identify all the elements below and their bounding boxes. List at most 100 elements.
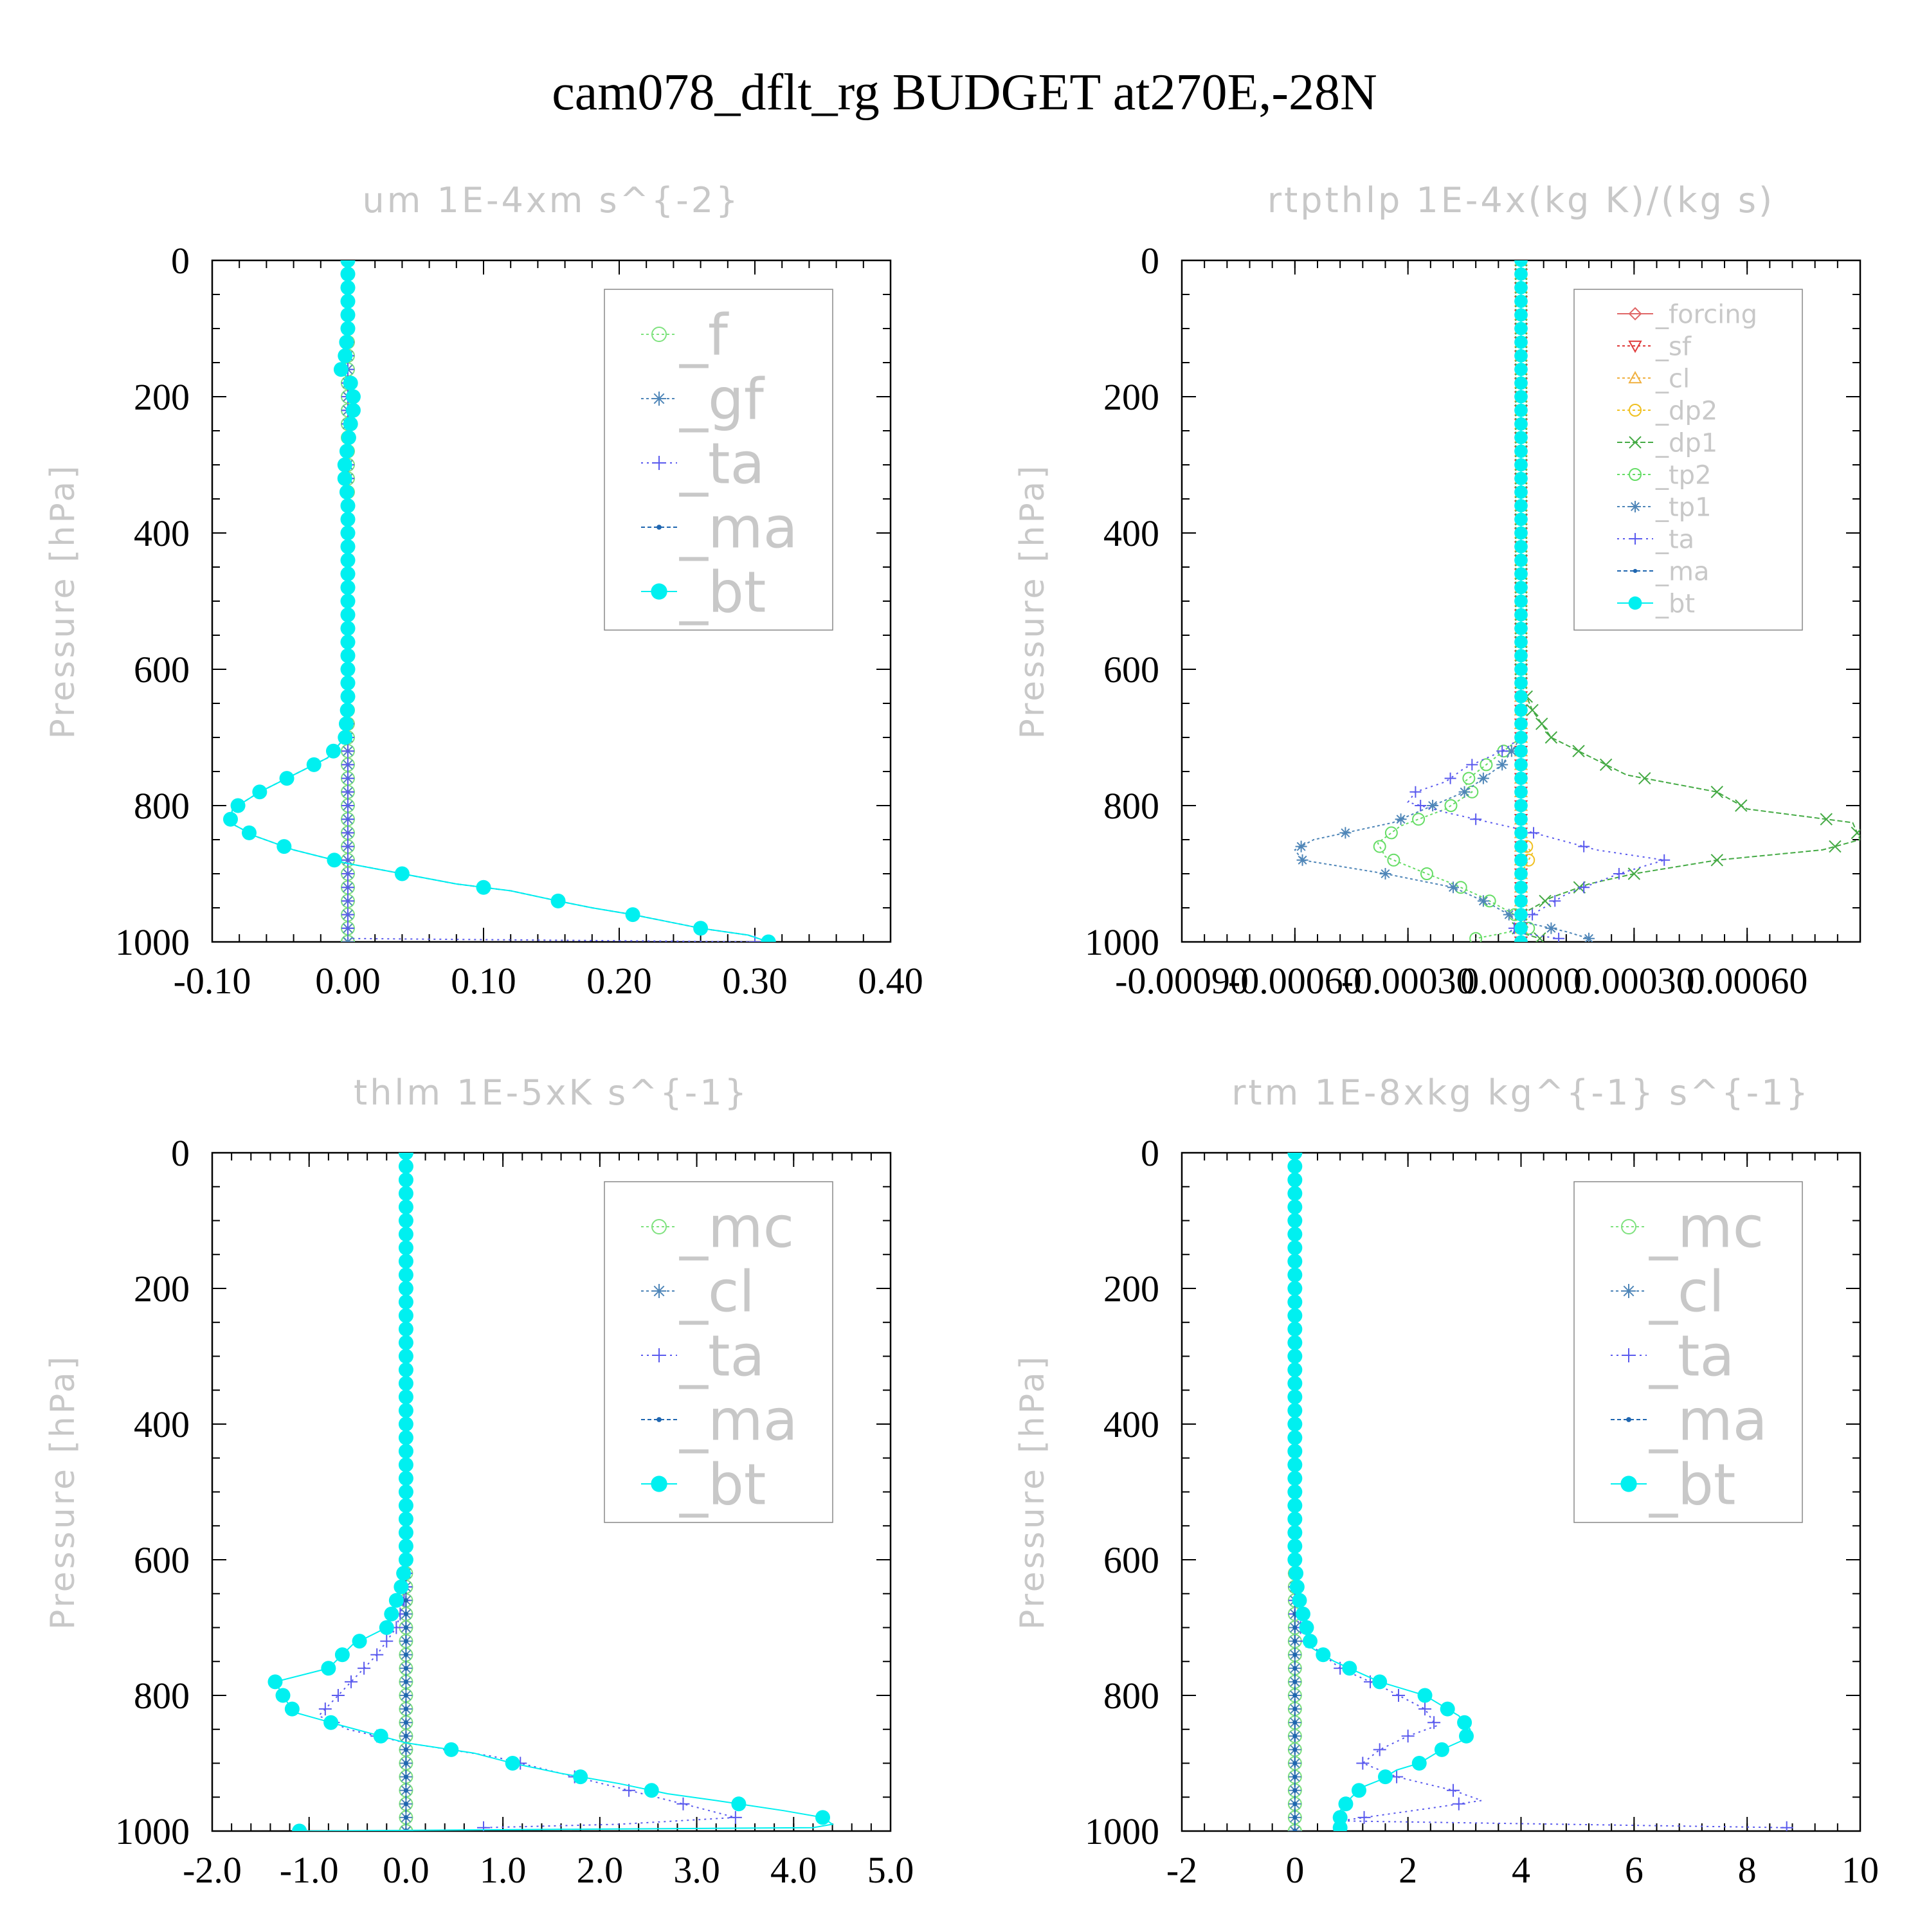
legend-label: _gf	[679, 366, 765, 433]
series-marker-tp2	[1384, 826, 1398, 840]
chart-panel-3: thlm 1E-5xK s^{-1} Pressure [hPa] -2.0 -1.0…	[44, 1072, 914, 1891]
y-axis-label: Pressure [hPa]	[44, 464, 82, 739]
series-marker-bt	[1287, 1199, 1303, 1214]
x-tick-label: -2.0	[183, 1849, 242, 1891]
x-tick-label: -0.10	[174, 960, 251, 1002]
y-tick-label: 1000	[1085, 921, 1159, 963]
legend-label: _sf	[1655, 332, 1692, 361]
panels: um 1E-4xm s^{-2}Pressure [hPa]-0.10 0.00 0…	[44, 180, 1879, 1891]
legend-label: _bt	[679, 1452, 766, 1518]
series-marker-ma	[403, 1598, 408, 1603]
series-marker-bt	[1514, 649, 1528, 663]
series-marker-tp2	[1420, 867, 1433, 880]
series-marker-bt	[1514, 662, 1528, 676]
x-tick-label: 3.0	[673, 1849, 720, 1891]
y-tick-label: 400	[134, 512, 190, 554]
series-marker-bt	[398, 1254, 413, 1269]
series-marker-bt	[1514, 921, 1528, 935]
series-marker-bt	[252, 784, 267, 800]
series-marker-bt	[1514, 840, 1528, 853]
series-marker-ta	[1780, 1821, 1793, 1831]
series-marker-bt	[230, 798, 246, 813]
series-marker-ma	[403, 1828, 408, 1831]
series-marker-tp1	[1295, 840, 1307, 853]
series-marker-ma	[403, 1652, 408, 1657]
legend-marker	[1629, 533, 1641, 545]
series-marker-bt	[476, 880, 491, 895]
series-marker-bt	[1514, 785, 1528, 799]
series-marker-bt	[1514, 554, 1528, 567]
series-marker-bt	[1287, 1416, 1303, 1432]
series-marker-ma	[403, 1788, 408, 1793]
figure-title: cam078_dflt_rg BUDGET at270E,-28N	[552, 64, 1377, 121]
legend-label: _cl	[1649, 1259, 1725, 1325]
series-marker-bt	[241, 825, 257, 840]
series-marker-dp1	[1534, 932, 1546, 942]
series-marker-bt	[340, 607, 356, 622]
legend-label: _ma	[679, 1387, 798, 1454]
series-marker-ta	[331, 1689, 345, 1702]
legend-item: _bt	[1611, 1452, 1735, 1518]
legend-item: _f	[641, 302, 729, 368]
series-marker-bt	[1514, 690, 1528, 703]
x-tick-label: 0.10	[451, 960, 516, 1002]
chart-panel-4: rtm 1E-8xkg kg^{-1} s^{-1} Pressure [hPa]…	[1013, 1072, 1879, 1891]
series-marker-bt	[398, 1213, 413, 1228]
y-tick-label: 600	[134, 1539, 190, 1581]
y-tick-label: 800	[134, 1675, 190, 1717]
series-marker-bt	[398, 1389, 413, 1405]
series-marker-bt	[325, 743, 341, 759]
legend-label: _mc	[1649, 1195, 1764, 1261]
series-marker-bt	[1514, 499, 1528, 512]
series-marker-ta	[1392, 1689, 1406, 1702]
x-tick-label: 0.0	[383, 1849, 430, 1891]
series-marker-bt	[398, 1443, 413, 1459]
series-marker-bt	[731, 1796, 747, 1812]
series-marker-ma	[403, 1611, 408, 1616]
series-marker-bt	[398, 1308, 413, 1323]
series-marker-ta	[1373, 1743, 1386, 1756]
series-marker-ta	[1553, 932, 1565, 942]
series-line-tp1	[1294, 260, 1589, 939]
series-marker-bt	[340, 552, 356, 568]
series-marker-ta	[1528, 827, 1540, 839]
series-marker-bt	[343, 416, 358, 431]
series-marker-bt	[338, 716, 354, 732]
legend-item: _gf	[641, 366, 765, 433]
series-marker-ta	[341, 799, 354, 812]
series-marker-bt	[1514, 526, 1528, 540]
series-marker-bt	[1514, 376, 1528, 390]
series-marker-bt	[573, 1769, 588, 1785]
legend-label: _bt	[679, 559, 766, 626]
x-tick-label: 0.40	[858, 960, 923, 1002]
legend-marker	[1626, 1417, 1631, 1422]
series-marker-bt	[388, 1593, 404, 1608]
series-marker-tp1	[1477, 895, 1489, 907]
series-line-bt	[1294, 1153, 1471, 1828]
series-marker-bt	[1351, 1783, 1366, 1798]
y-tick-label: 200	[1103, 1268, 1159, 1310]
series-marker-ta	[345, 1675, 358, 1688]
series-marker-bt	[1287, 1457, 1303, 1472]
legend-label: _tp1	[1655, 492, 1712, 522]
series-marker-bt	[1378, 1769, 1393, 1785]
legend-marker	[1633, 568, 1638, 573]
series-marker-bt	[505, 1756, 520, 1771]
series-marker-bt	[1287, 1485, 1303, 1499]
series-marker-bt	[398, 1186, 413, 1201]
series-marker-dp1	[1735, 799, 1748, 812]
series-marker-bt	[1514, 622, 1528, 635]
series-marker-tp1	[1379, 868, 1391, 880]
x-tick-label: 6	[1625, 1849, 1644, 1891]
series-marker-bt	[1514, 431, 1528, 444]
legend-item: _forcing	[1617, 300, 1757, 329]
series-marker-tp1	[1477, 772, 1489, 784]
series-marker-bt	[345, 402, 361, 418]
series-marker-bt	[1287, 1159, 1303, 1174]
series-marker-bt	[398, 1470, 413, 1486]
series-marker-bt	[345, 389, 361, 404]
x-tick-label: 4	[1512, 1849, 1530, 1891]
series-marker-ta	[1444, 772, 1456, 784]
legend-label: _ma	[1655, 557, 1709, 586]
legend-marker	[1629, 468, 1642, 481]
